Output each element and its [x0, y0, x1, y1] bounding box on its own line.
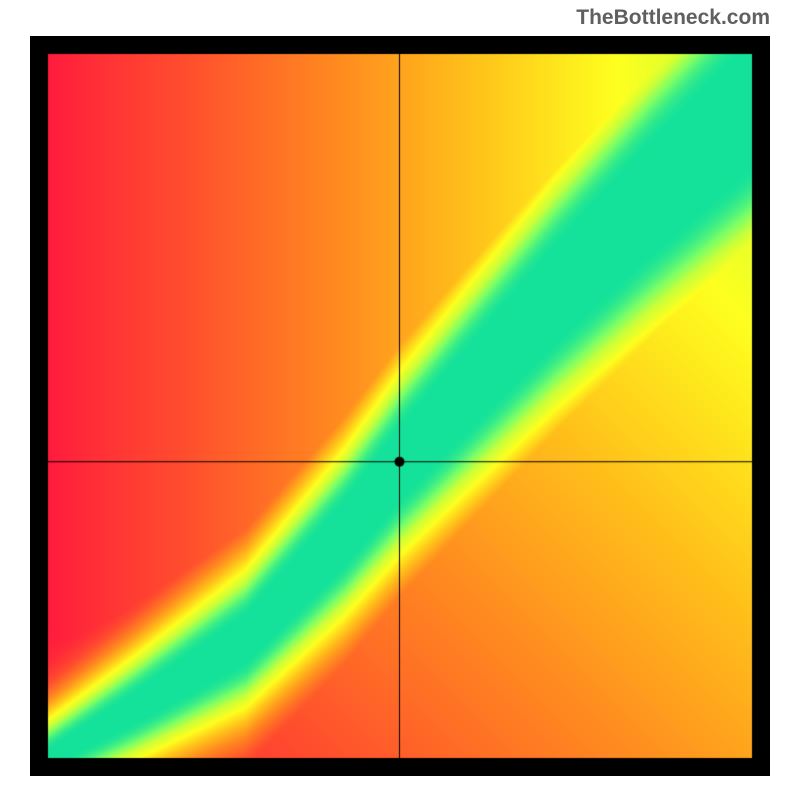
- bottleneck-heatmap: [30, 36, 770, 776]
- watermark-text: TheBottleneck.com: [576, 6, 770, 30]
- heatmap-container: [30, 36, 770, 776]
